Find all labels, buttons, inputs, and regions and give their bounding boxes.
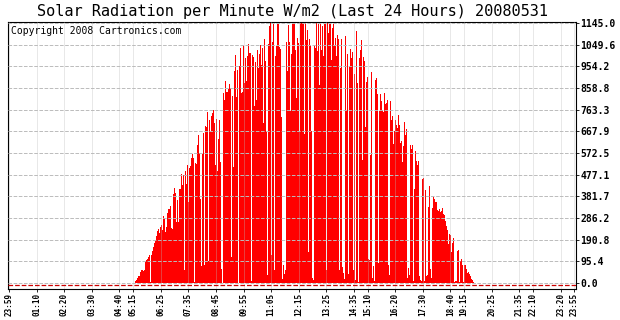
Text: Copyright 2008 Cartronics.com: Copyright 2008 Cartronics.com [11, 26, 181, 36]
Title: Solar Radiation per Minute W/m2 (Last 24 Hours) 20080531: Solar Radiation per Minute W/m2 (Last 24… [37, 4, 547, 19]
